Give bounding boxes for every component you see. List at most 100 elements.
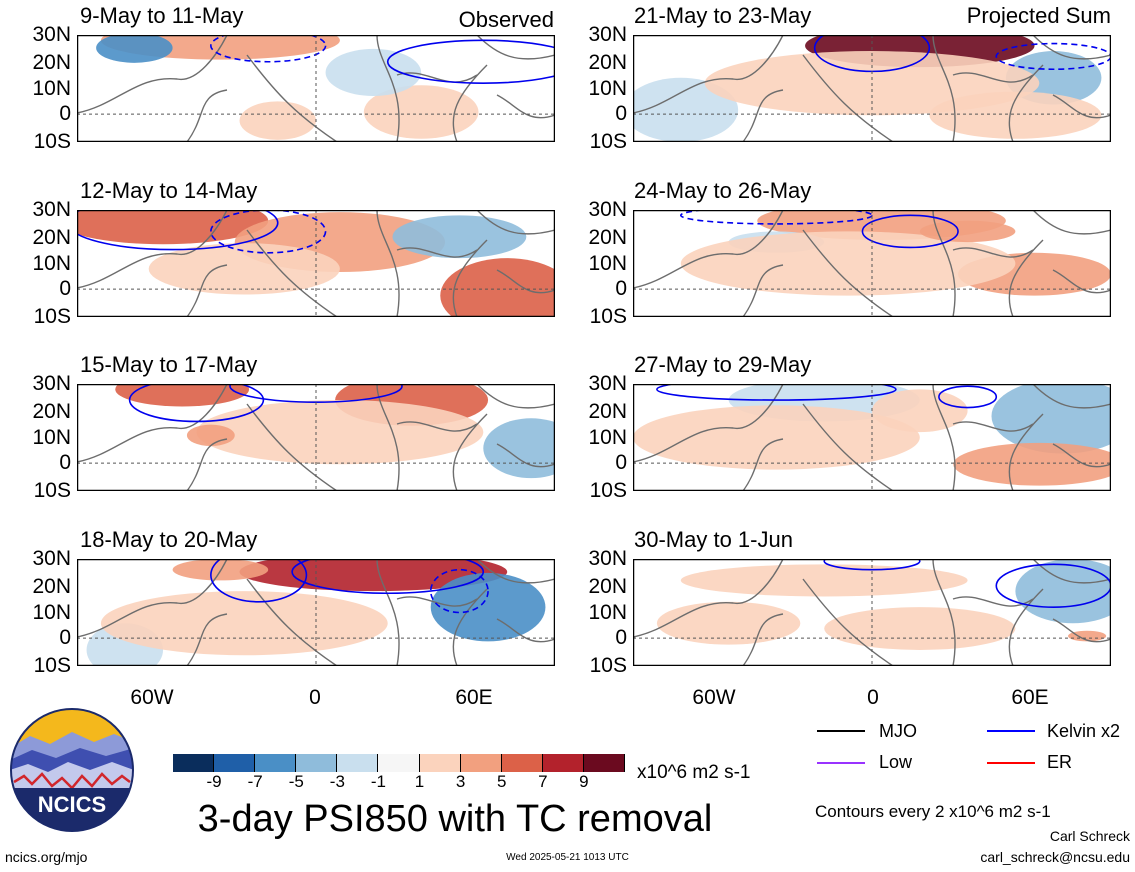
anomaly-shading: [392, 215, 527, 259]
y-tick-label: 20N: [588, 225, 627, 249]
y-tick-label: 10N: [32, 600, 71, 624]
kelvin-contour: [995, 563, 1111, 608]
colorbar-swatch: [542, 754, 584, 772]
map-panel-2: [77, 210, 555, 317]
map-frame: [77, 35, 555, 142]
ncics-logo[interactable]: NCICS: [10, 708, 134, 832]
y-tick-label: 10N: [32, 251, 71, 275]
author-email[interactable]: carl_schreck@ncsu.edu: [980, 849, 1130, 865]
colorbar-swatch: [378, 754, 420, 772]
y-tick-label: 10N: [588, 76, 627, 100]
anomaly-shading: [953, 442, 1111, 486]
legend-label-mjo: MJO: [879, 721, 917, 741]
y-tick-label: 0: [615, 626, 627, 650]
coastline: [77, 559, 555, 666]
kelvin-contour: [77, 210, 279, 251]
y-tick-label: 10S: [589, 130, 627, 153]
kelvin-contour: [210, 35, 327, 63]
kelvin-contour: [938, 385, 998, 409]
panel-title-4: 18-May to 20-May: [80, 527, 258, 552]
y-tick-label: 30N: [588, 372, 627, 395]
y-tick-label: 20N: [32, 225, 71, 249]
footer-url[interactable]: ncics.org/mjo: [5, 849, 88, 865]
kelvin-contour: [386, 39, 555, 84]
legend-swatch-mjo: [817, 730, 865, 732]
map-frame: [633, 559, 1111, 666]
footer-timestamp: Wed 2025-05-21 1013 UTC: [506, 852, 629, 863]
colorbar-tick-label: 1: [414, 772, 425, 791]
kelvin-contour: [861, 214, 959, 249]
y-tick-label: 20N: [32, 399, 71, 423]
map-panel-3: [77, 384, 555, 491]
kelvin-contour: [823, 559, 921, 571]
x-label-60e-right: 60E: [1011, 686, 1049, 709]
colorbar-units: x10^6 m2 s-1: [637, 762, 751, 783]
y-tick-label: 30N: [32, 547, 71, 570]
colorbar-tick-label: 5: [496, 772, 507, 791]
map-frame: [633, 384, 1111, 491]
anomaly-shading: [824, 607, 1016, 650]
kelvin-contour: [128, 384, 265, 423]
author-name: Carl Schreck: [1049, 828, 1130, 844]
colorbar-swatch: [296, 754, 338, 772]
colorbar-tick-label: -9: [206, 772, 222, 791]
panel-title-7: 27-May to 29-May: [634, 352, 812, 377]
colorbar-tick-label: 3: [455, 772, 466, 791]
y-tick-label: 30N: [32, 23, 71, 46]
colorbar-tick-label: -3: [329, 772, 345, 791]
kelvin-contour: [210, 210, 327, 254]
panel-title-3: 15-May to 17-May: [80, 352, 258, 377]
kelvin-contour: [656, 384, 897, 401]
y-tick-label: 0: [59, 277, 71, 301]
coastline: [633, 35, 1111, 142]
anomaly-shading: [96, 35, 173, 63]
colorbar-swatch: [419, 754, 461, 772]
y-tick-label: 30N: [32, 198, 71, 221]
panel-title-8: 30-May to 1-Jun: [634, 527, 793, 552]
coastline: [77, 35, 555, 142]
projected-label: Projected Sum: [966, 3, 1111, 28]
logo-text: NCICS: [38, 792, 106, 817]
kelvin-contour: [995, 42, 1111, 71]
colorbar-swatch: [214, 754, 256, 772]
panel-title-5: 21-May to 23-May: [634, 3, 812, 28]
observed-label: Observed: [458, 7, 554, 32]
x-label-60w-right: 60W: [692, 686, 736, 709]
colorbar-swatch: [460, 754, 502, 772]
anomaly-shading: [656, 601, 801, 645]
kelvin-contour: [680, 210, 873, 225]
map-panel-4: [77, 559, 555, 666]
map-frame: [633, 35, 1111, 142]
anomaly-shading: [483, 418, 555, 479]
colorbar: -9 -7 -5 -3 -1 1 3 5 7 9: [173, 754, 625, 794]
x-label-60w-left: 60W: [130, 686, 174, 709]
colorbar-swatch: [337, 754, 379, 772]
panel-title-1: 9-May to 11-May: [80, 3, 244, 28]
colorbar-swatch: [173, 754, 215, 772]
y-tick-label: 10S: [589, 479, 627, 502]
kelvin-contour: [210, 559, 308, 603]
anomaly-shading: [919, 220, 1016, 243]
y-tick-label: 10S: [33, 654, 71, 677]
y-tick-label: 0: [615, 451, 627, 475]
y-tick-label: 0: [615, 102, 627, 126]
x-label-60e-left: 60E: [455, 686, 493, 709]
map-frame: [77, 384, 555, 491]
legend-swatch-low: [817, 762, 865, 764]
anomaly-shading: [1067, 630, 1107, 642]
contour-note: Contours every 2 x10^6 m2 s-1: [815, 802, 1051, 821]
panel-title-6: 24-May to 26-May: [634, 178, 812, 203]
colorbar-tick-label: 7: [538, 772, 548, 791]
anomaly-shading: [872, 389, 968, 433]
kelvin-contour: [291, 559, 485, 595]
anomaly-shading: [196, 400, 484, 465]
coastline: [77, 210, 555, 317]
y-tick-label: 30N: [588, 547, 627, 570]
y-tick-label: 10N: [588, 425, 627, 449]
colorbar-tick-label: -1: [370, 772, 387, 791]
anomaly-shading: [1015, 559, 1111, 624]
colorbar-tick-label: 9: [579, 772, 589, 791]
coastline: [77, 384, 555, 491]
y-tick-label: 20N: [32, 574, 71, 598]
anomaly-shading: [363, 85, 479, 139]
